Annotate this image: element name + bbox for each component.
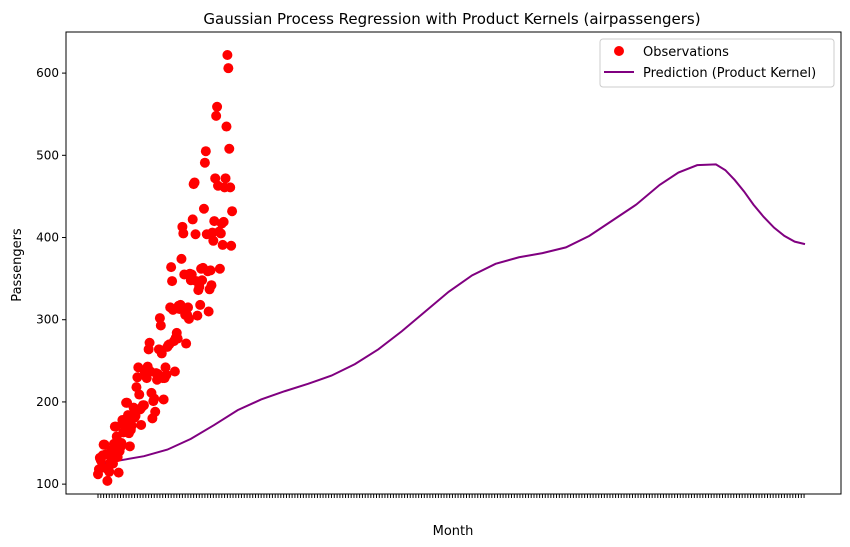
observation-point: [161, 369, 172, 380]
x-axis-label: Month: [433, 524, 474, 539]
observation-point: [175, 299, 186, 310]
observation-point: [156, 348, 167, 359]
observation-point: [116, 438, 127, 449]
observation-point: [214, 263, 225, 274]
observation-point: [104, 466, 115, 477]
observation-point: [150, 406, 161, 417]
observation-point: [224, 143, 235, 154]
observation-point: [195, 299, 206, 310]
y-tick-label: 400: [36, 231, 59, 245]
observation-point: [217, 239, 228, 250]
observation-point: [154, 313, 165, 324]
observation-point: [167, 276, 178, 287]
observation-point: [206, 280, 217, 291]
legend-box: [599, 38, 835, 88]
prediction-series: [97, 163, 806, 466]
observation-point: [126, 420, 137, 431]
observation-point: [181, 338, 192, 349]
y-tick-label: 500: [36, 148, 59, 162]
observation-point: [99, 439, 110, 450]
observation-point: [223, 63, 234, 74]
observation-point: [198, 203, 209, 214]
observation-point: [138, 400, 149, 411]
observation-point: [176, 253, 187, 264]
observation-point: [134, 389, 145, 400]
observation-point: [227, 206, 238, 217]
x-axis: [97, 494, 805, 498]
observation-point: [218, 216, 229, 227]
observation-point: [215, 228, 226, 239]
observation-point: [158, 394, 169, 405]
y-tick-label: 200: [36, 395, 59, 409]
observation-point: [144, 337, 155, 348]
y-axis: 100 200 300 400 500 600: [36, 66, 66, 491]
plot-area: [65, 31, 842, 495]
observation-point: [222, 50, 233, 61]
observation-point: [113, 467, 124, 478]
observation-point: [183, 313, 194, 324]
chart-title: Gaussian Process Regression with Product…: [203, 10, 700, 28]
observation-point: [178, 228, 189, 239]
observation-point: [110, 421, 121, 432]
observation-point: [169, 366, 180, 377]
observation-point: [200, 146, 211, 157]
observation-point: [211, 110, 222, 121]
observation-point: [212, 101, 223, 112]
observation-point: [172, 333, 183, 344]
observation-point: [183, 302, 194, 313]
observations-series: [93, 50, 238, 486]
y-tick-label: 600: [36, 66, 59, 80]
legend-prediction-label: Prediction (Product Kernel): [643, 66, 816, 81]
observation-point: [197, 275, 208, 286]
legend: Observations Prediction (Product Kernel): [599, 38, 835, 88]
y-axis-label: Passengers: [10, 228, 25, 302]
observation-point: [205, 265, 216, 276]
observation-point: [199, 157, 210, 168]
observation-point: [155, 320, 166, 331]
observation-point: [225, 182, 236, 193]
observation-point: [190, 229, 201, 240]
observation-point: [189, 177, 200, 188]
observation-point: [102, 475, 113, 486]
legend-observations-label: Observations: [643, 45, 729, 60]
observation-point: [136, 419, 147, 430]
observation-point: [166, 262, 177, 273]
observation-point: [203, 306, 214, 317]
y-tick-label: 100: [36, 477, 59, 491]
observation-point: [220, 173, 231, 184]
prediction-line: [97, 163, 806, 466]
observation-point: [221, 121, 232, 132]
observation-point: [132, 372, 143, 383]
observation-point: [160, 362, 171, 373]
observation-point: [209, 216, 220, 227]
observation-point: [124, 441, 135, 452]
observation-point: [226, 240, 237, 251]
observation-point: [192, 310, 203, 321]
observation-point: [149, 393, 160, 404]
observation-point: [187, 214, 198, 225]
y-tick-label: 300: [36, 313, 59, 327]
observation-point: [208, 235, 219, 246]
legend-observations-marker: [614, 46, 624, 56]
